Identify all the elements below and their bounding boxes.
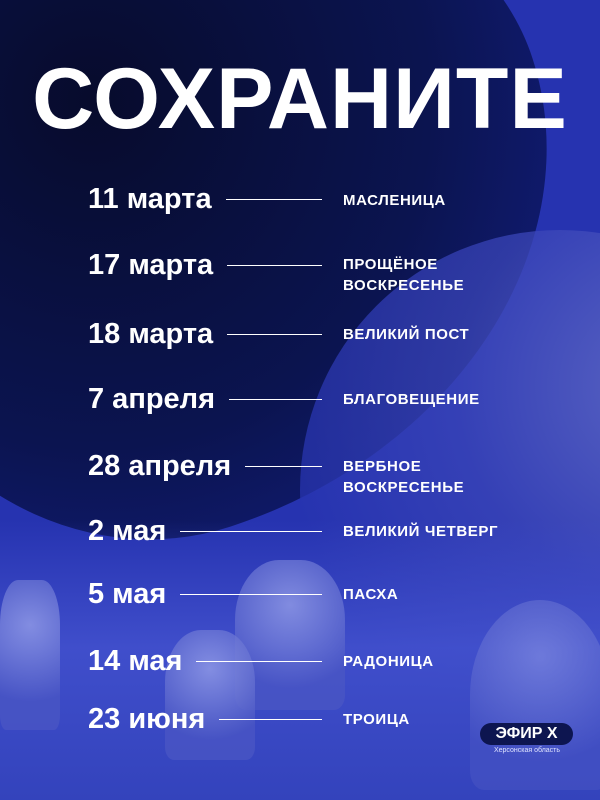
divider-line [219,718,322,721]
event-name: Великий четверг [343,523,499,540]
event-name: Благовещение [343,391,480,408]
divider-line [225,198,322,201]
event-date: 5 мая [88,578,167,610]
efir-x-logo: ЭФИР X [480,723,573,745]
event-name: Радоница [343,653,434,670]
divider-line [180,593,322,596]
event-row: 17 марта [88,249,322,282]
event-name: Пасха [343,586,399,603]
event-name: Великий пост [343,326,470,343]
event-row: 11 марта [88,183,322,216]
event-name: Вербное воскресенье [343,458,465,496]
event-row: 23 июня [88,703,322,736]
divider-line [245,465,322,468]
kulich-image [165,630,255,760]
event-date: 7 апреля [88,383,216,415]
event-row: 2 мая [88,515,322,548]
event-row: 28 апреля [88,450,322,483]
event-date: 11 марта [88,183,212,215]
divider-line [229,398,322,401]
event-date: 28 апреля [88,450,232,482]
event-row: 18 марта [88,318,322,351]
page-title: СОХРАНИТЕ [32,51,568,147]
divider-line [180,530,322,533]
event-row: 5 мая [88,578,322,611]
event-row: 7 апреля [88,383,322,416]
event-date: 23 июня [88,703,206,735]
event-date: 2 мая [88,515,167,547]
divider-line [196,660,322,663]
event-row: 14 мая [88,645,322,678]
event-date: 14 мая [88,645,183,677]
logo-subtitle: Херсонская область [493,747,561,754]
event-date: 17 марта [88,249,214,281]
basket-image [470,600,600,790]
event-date: 18 марта [88,318,214,350]
event-name: Прощёное воскресенье [343,256,465,294]
divider-line [227,264,322,267]
event-name: Троица [343,711,410,728]
vase-image [0,580,60,730]
divider-line [227,333,322,336]
event-name: Масленица [343,192,446,209]
